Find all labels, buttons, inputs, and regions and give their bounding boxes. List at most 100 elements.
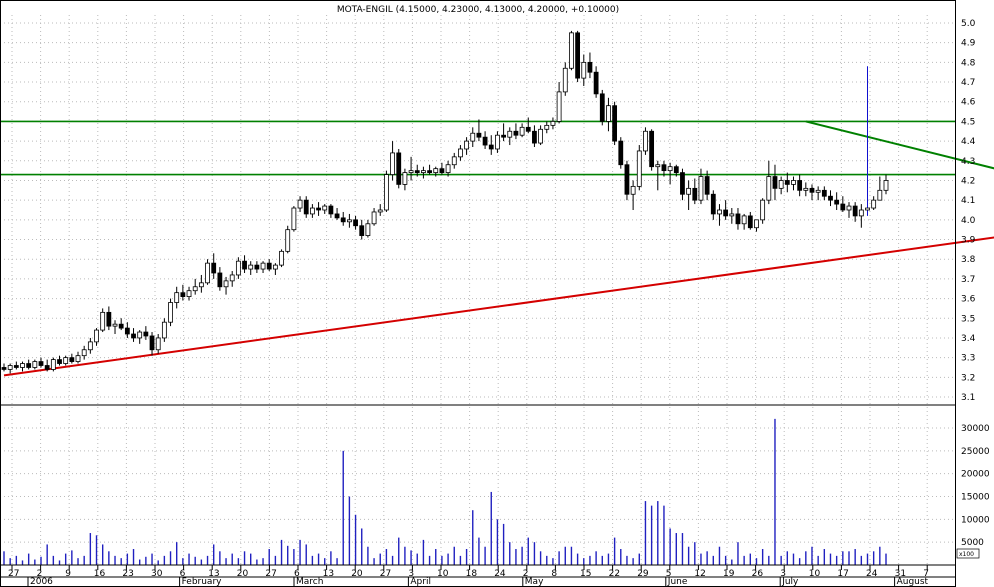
candle-body xyxy=(377,209,383,213)
candlestick xyxy=(828,190,833,207)
candlestick xyxy=(186,286,192,301)
candlestick xyxy=(353,215,358,230)
candlestick xyxy=(112,320,118,335)
day-tick-label: 30 xyxy=(151,569,163,579)
candle-body xyxy=(260,262,266,270)
candlestick xyxy=(421,166,426,179)
candlestick xyxy=(7,363,13,374)
candlestick xyxy=(673,164,679,177)
candle-body xyxy=(285,229,291,252)
candlestick xyxy=(198,274,204,293)
candlestick xyxy=(760,198,766,224)
candle-body xyxy=(334,213,340,219)
candlestick xyxy=(229,271,235,287)
candlestick xyxy=(279,249,284,268)
candlestick xyxy=(32,359,38,370)
candlestick xyxy=(661,160,667,177)
price-tick-label: 3.6 xyxy=(961,295,976,305)
candle-body xyxy=(754,219,759,229)
candle-body xyxy=(741,215,747,225)
candlestick xyxy=(624,160,630,201)
day-tick-label: 5 xyxy=(666,569,672,579)
candlestick xyxy=(433,166,439,177)
month-label: 2006 xyxy=(30,577,53,587)
day-tick-label: 27 xyxy=(380,569,391,579)
candle-body xyxy=(7,365,13,370)
candlestick xyxy=(322,204,328,214)
price-tick-label: 3.9 xyxy=(961,236,976,246)
candle-body xyxy=(513,130,519,136)
candlestick xyxy=(525,117,531,134)
candlestick xyxy=(544,121,550,134)
candle-body xyxy=(371,211,377,225)
candlestick xyxy=(285,225,291,254)
candlestick xyxy=(266,259,272,272)
candle-body xyxy=(710,193,716,215)
candle-body xyxy=(680,172,685,195)
candle-body xyxy=(402,172,408,185)
day-tick-label: 2 xyxy=(37,569,43,579)
candlestick xyxy=(877,176,883,201)
day-tick-label: 3 xyxy=(780,569,786,579)
candlestick xyxy=(606,97,611,132)
price-tick-label: 5.0 xyxy=(961,19,976,29)
candle-body xyxy=(414,170,420,173)
day-tick-label: 10 xyxy=(437,569,449,579)
candle-body xyxy=(587,61,593,73)
day-tick-label: 18 xyxy=(466,569,478,579)
candlestick xyxy=(599,89,605,126)
candlestick xyxy=(223,276,229,295)
candlestick xyxy=(680,168,685,201)
candle-body xyxy=(865,207,870,211)
candlestick xyxy=(303,196,309,218)
candlestick xyxy=(242,255,247,273)
price-tick-label: 4.5 xyxy=(961,117,975,127)
candle-body xyxy=(581,61,587,79)
candlestick xyxy=(427,164,432,175)
volume-scale-label: x100 xyxy=(959,551,974,558)
candle-body xyxy=(772,176,778,189)
candle-body xyxy=(211,262,217,274)
candlestick xyxy=(501,123,506,142)
candle-body xyxy=(636,150,642,187)
candlestick xyxy=(507,127,513,146)
candle-body xyxy=(606,105,611,122)
candle-body xyxy=(643,130,648,152)
candle-body xyxy=(390,152,395,175)
candle-body xyxy=(451,156,457,166)
candlestick xyxy=(384,170,389,212)
candle-body xyxy=(846,205,852,211)
candlestick xyxy=(735,208,741,230)
candlestick xyxy=(328,204,334,218)
candle-body xyxy=(760,199,766,221)
candlestick xyxy=(569,30,574,71)
candle-body xyxy=(569,32,574,69)
candlestick xyxy=(44,359,50,372)
candle-body xyxy=(784,180,790,185)
candlestick xyxy=(439,162,445,175)
candlesticks xyxy=(1,30,889,374)
candlestick xyxy=(69,353,75,364)
month-label: March xyxy=(296,577,323,587)
candlestick xyxy=(346,213,352,228)
candlestick xyxy=(482,131,488,149)
candle-body xyxy=(340,217,346,223)
candle-body xyxy=(328,205,334,215)
candle-body xyxy=(735,213,741,225)
candlestick xyxy=(180,284,186,301)
candlestick xyxy=(100,308,106,333)
month-label: August xyxy=(897,577,929,587)
candle-body xyxy=(871,199,877,209)
candle-body xyxy=(81,349,87,357)
candle-body xyxy=(266,262,272,270)
support-trendline xyxy=(3,236,994,377)
month-label: April xyxy=(410,577,431,587)
candle-body xyxy=(38,361,44,366)
candle-body xyxy=(525,126,531,132)
candle-body xyxy=(723,209,729,217)
day-tick-label: 8 xyxy=(551,569,557,579)
price-tick-label: 3.5 xyxy=(961,314,975,324)
candlestick xyxy=(340,211,346,226)
